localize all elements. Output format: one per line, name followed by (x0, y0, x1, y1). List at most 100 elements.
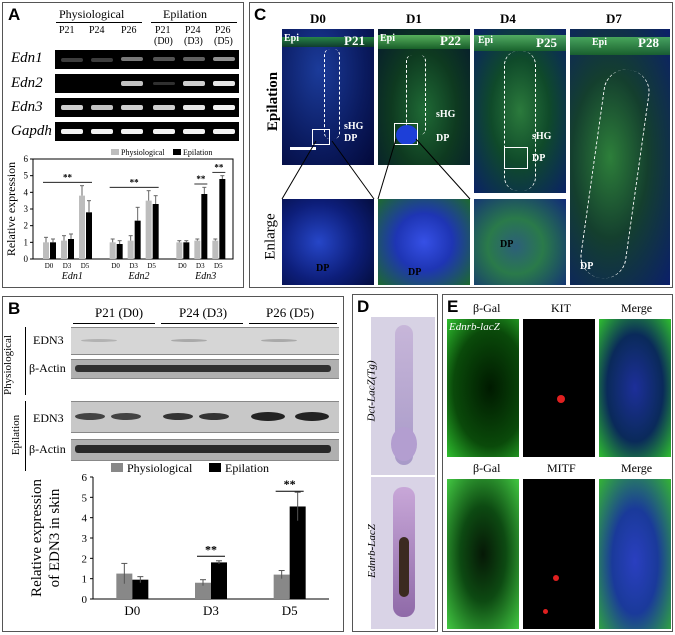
e-top-col-3: Merge (621, 301, 653, 315)
gel-edn3 (55, 98, 239, 117)
day-d1: D1 (406, 11, 422, 26)
chart-a-sig-label: ** (214, 162, 224, 172)
e-bottom-col-1: β-Gal (473, 461, 501, 475)
wb-label-actin-epi: β-Actin (29, 442, 66, 456)
day-d0: D0 (310, 11, 326, 26)
lane-label-1: P21 (59, 25, 75, 36)
d0-dp-label: DP (344, 133, 358, 144)
chart-a-legend-label: Physiological (121, 148, 165, 157)
panel-a: A Physiological Epilation P21 P24 P26 P2… (2, 2, 244, 288)
gene-edn3: Edn3 (11, 99, 43, 115)
enlarge-d0-dp: DP (316, 263, 330, 274)
panel-e-label: E (447, 297, 459, 316)
panel-c: C D0 D1 D4 D7 Epilation Enlarge Epi P21 … (249, 2, 673, 288)
chart-b-ytick-label: 0 (82, 594, 88, 606)
chart-a-xtick-label: D5 (214, 262, 223, 270)
e-bottom-col-3: Merge (621, 461, 653, 475)
d0-epi-label: Epi (284, 33, 300, 44)
chart-a-ytick-label: 6 (24, 154, 29, 164)
day-d4: D4 (500, 11, 516, 26)
day-d7: D7 (606, 11, 622, 26)
gene-gapdh: Gapdh (11, 123, 52, 139)
chart-a-bar (43, 242, 49, 259)
lane-label-3: P26 (121, 25, 137, 36)
row-label-enlarge: Enlarge (262, 213, 279, 260)
chart-a-legend-swatch (111, 149, 119, 155)
d4-shg-label: sHG (532, 131, 552, 142)
gel-edn1 (55, 50, 239, 69)
chart-b-ylabel-line1: Relative expression (29, 479, 45, 597)
lane-label-5-day: (D3) (184, 36, 203, 47)
chart-a-xtick-label: D3 (63, 262, 72, 270)
chart-a-ylabel: Relative expression (4, 162, 18, 256)
chart-b-legend-label: Epilation (225, 463, 269, 475)
chart-a-xtick-label: D0 (178, 262, 187, 270)
d1-epi-label: Epi (380, 33, 396, 44)
chart-b-ytick-label: 1 (82, 574, 88, 586)
e-bottom-col-2: MITF (547, 461, 576, 475)
chart-b-sig-label: ** (284, 477, 296, 491)
chart-a-ytick-label: 1 (24, 237, 29, 247)
d7-epi-label: Epi (592, 37, 608, 48)
chart-a-bar (183, 242, 190, 259)
chart-a-bar (109, 242, 116, 259)
chart-b-legend-swatch (209, 463, 221, 472)
chart-a-bar (212, 240, 219, 259)
e-strain-label: Ednrb-lacZ (449, 321, 500, 333)
chart-b-ytick-label: 3 (82, 533, 88, 545)
chart-a-xtick-label: D5 (81, 262, 90, 270)
d0-age-label: P21 (344, 33, 365, 48)
chart-a-bar (79, 195, 85, 259)
d7-dp-label: DP (580, 261, 594, 272)
lane-label-5: P24 (185, 25, 201, 36)
micrograph-d4: Epi P25 sHG DP (474, 29, 566, 193)
timepoint-d5: P26 (D5) (266, 305, 315, 320)
chart-b-ytick-label: 2 (82, 553, 88, 565)
chart-a-xtick-label: D5 (147, 262, 156, 270)
wb-group-physiological: Physiological (1, 335, 14, 395)
e-top-col-2: KIT (551, 301, 571, 315)
chart-a-group-label: Edn2 (127, 271, 149, 282)
chart-b-xtick-label: D3 (203, 603, 219, 618)
chart-a-bar (86, 212, 92, 259)
enlarge-d1: DP (378, 199, 470, 285)
chart-a-bar (127, 240, 134, 259)
chart-b-xtick-label: D5 (282, 603, 298, 618)
d1-shg-label: sHG (436, 109, 456, 120)
chart-b-bar (132, 579, 149, 599)
enlarge-d4: DP (474, 199, 566, 285)
chart-b-legend-swatch (111, 463, 123, 472)
chart-b: 0 1 2 3 4 5 6 Relative expression of EDN3 in ski… (29, 463, 329, 618)
group-physiological-label: Physiological (59, 7, 125, 21)
chart-a-bar (194, 240, 201, 259)
chart-a-bar (68, 239, 74, 259)
chart-a-xtick-label: D0 (45, 262, 54, 270)
chart-b-bar (289, 506, 306, 599)
micrograph-ednrb-lacz (371, 477, 435, 629)
gene-edn1: Edn1 (11, 50, 43, 66)
chart-a-group-label: Edn1 (61, 271, 83, 282)
panel-e: E β-Gal KIT Merge Ednrb-lacZ β-Gal MITF … (442, 294, 673, 632)
d4-age-label: P25 (536, 35, 557, 50)
wb-label-edn3-epi: EDN3 (33, 411, 64, 425)
chart-a-legend-label: Epilation (183, 148, 212, 157)
chart-a-sig-label: ** (130, 177, 140, 187)
e-bottom-merge (599, 479, 671, 629)
panel-d: D Dct-LacZ(Tg) Ednrb-LacZ (352, 294, 438, 632)
chart-a-bar (116, 244, 123, 259)
gel-edn2 (55, 74, 239, 93)
wb-actin-physiological (71, 359, 339, 379)
panel-d-label: D (357, 297, 370, 316)
chart-a-legend-swatch (173, 149, 181, 155)
chart-a-bar (134, 220, 141, 259)
wb-edn3-epilation (71, 401, 339, 433)
d1-age-label: P22 (440, 33, 461, 48)
gene-edn2: Edn2 (11, 75, 43, 91)
chart-a-ytick-label: 0 (24, 254, 29, 264)
chart-a-bar (152, 204, 159, 259)
chart-a-xtick-label: D3 (196, 262, 205, 270)
chart-a-bar (201, 194, 208, 259)
chart-a-ytick-label: 5 (24, 171, 29, 181)
d4-epi-label: Epi (478, 35, 494, 46)
micrograph-dct-lacz (371, 317, 435, 475)
